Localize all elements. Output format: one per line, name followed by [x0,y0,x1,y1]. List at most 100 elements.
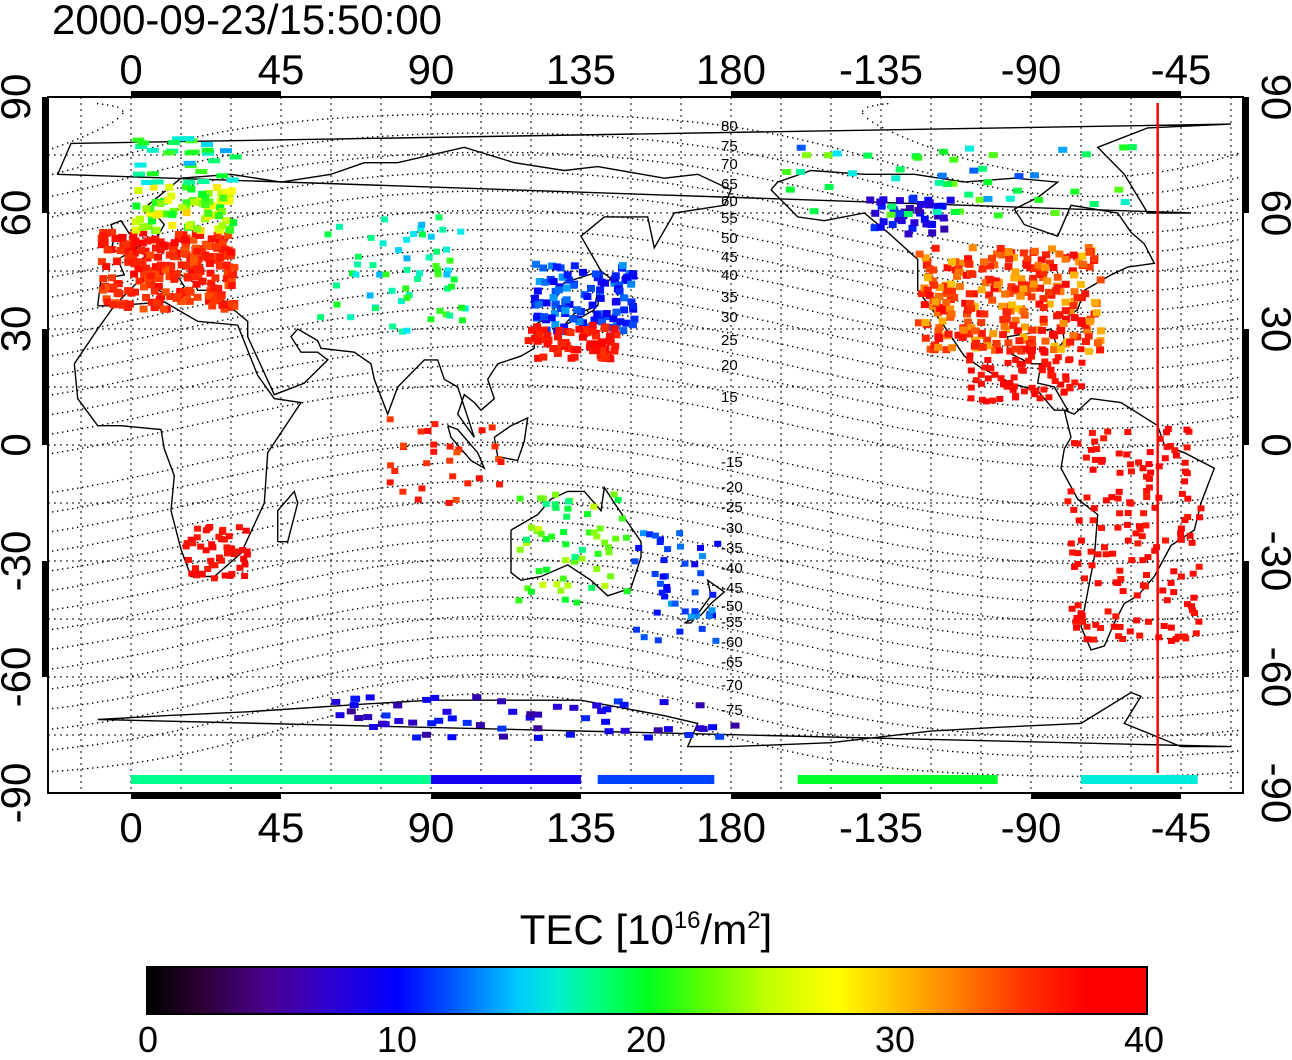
contour-point [182,466,183,467]
contour-point [837,256,838,257]
contour-point [812,167,813,168]
contour-point [802,228,803,229]
contour-point [752,154,753,155]
contour-point [172,350,173,351]
contour-point [82,290,83,291]
contour-point [782,264,783,265]
contour-point [837,760,838,761]
contour-point [862,740,863,741]
contour-point [202,560,203,561]
contour-point [82,250,83,251]
contour-point [842,694,843,695]
contour-point [702,543,703,544]
contour-point [337,220,338,221]
contour-point [412,212,413,213]
contour-point [822,757,823,758]
contour-point [702,663,703,664]
contour-point [292,443,293,444]
contour-point [777,559,778,560]
contour-point [442,540,443,541]
contour-point [617,177,618,178]
contour-point [782,620,783,621]
contour-point [197,404,198,405]
contour-point [477,635,478,636]
contour-point [337,494,338,495]
contour-point [447,520,448,521]
contour-point [282,146,283,147]
contour-point [542,172,543,173]
contour-point [652,280,653,281]
contour-point [632,335,633,336]
contour-point [687,520,688,521]
contour-point [427,521,428,522]
contour-point [392,115,393,116]
contour-point [502,306,503,307]
contour-point [662,359,663,360]
contour-point [832,611,833,612]
contour-point [237,612,238,613]
contour-point [287,267,288,268]
contour-point [142,475,143,476]
contour-point [612,685,613,686]
contour-point [602,468,603,469]
contour-point [692,681,693,682]
contour-point [867,342,868,343]
contour-point [642,591,643,592]
contour-point [692,521,693,522]
contour-point [862,657,863,658]
contour-point [487,268,488,269]
contour-point [827,590,828,591]
contour-point [322,301,323,302]
contour-point [362,373,363,374]
contour-point [712,525,713,526]
contour-point [342,650,343,651]
contour-point [672,498,673,499]
contour-point [437,385,438,386]
contour-point [422,309,423,310]
contour-point [362,548,363,549]
contour-point [432,289,433,290]
contour-point [332,397,333,398]
contour-point [777,579,778,580]
contour-point [647,200,648,201]
contour-point [157,373,158,374]
contour-point [477,500,478,501]
contour-point [252,670,253,671]
contour-point [582,174,583,175]
contour-point [472,577,473,578]
contour-point [67,192,68,193]
contour-point [77,566,78,567]
contour-point [677,538,678,539]
contour-point [157,570,158,571]
contour-point [427,173,428,174]
contour-point [422,173,423,174]
contour-point [162,549,163,550]
contour-point [302,539,303,540]
contour-point [367,177,368,178]
contour-point [242,174,243,175]
contour-point [842,277,843,278]
contour-point [107,182,108,183]
contour-point [377,254,378,255]
contour-point [822,690,823,691]
contour-point [622,116,623,117]
contour-point [822,169,823,170]
contour-point [812,271,813,272]
contour-point [67,333,68,334]
contour-point [177,188,178,189]
contour-point [397,544,398,545]
contour-point [307,120,308,121]
contour-point [72,726,73,727]
contour-point [312,263,313,264]
contour-point [197,703,198,704]
contour-point [292,121,293,122]
contour-point [792,523,793,524]
contour-point [862,420,863,421]
contour-point [127,696,128,697]
contour-point [312,636,313,637]
contour-point [687,265,688,266]
contour-point [822,333,823,334]
contour-point [387,135,388,136]
contour-point [367,509,368,510]
contour-point [212,133,213,134]
